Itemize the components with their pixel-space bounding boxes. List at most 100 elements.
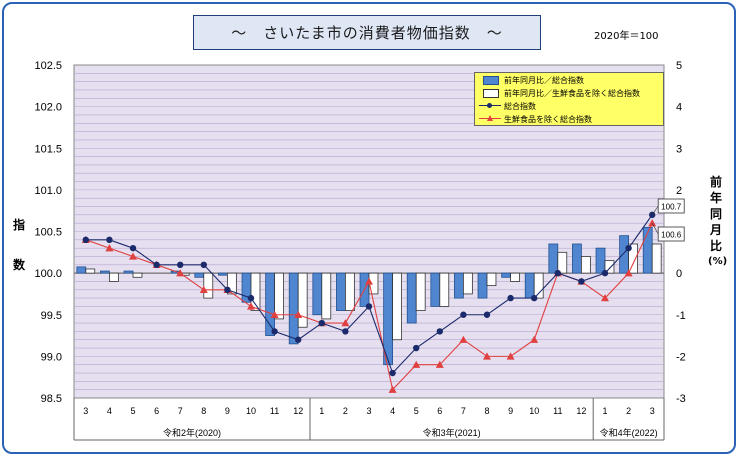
bar-core-yoy [604,260,615,274]
core-index-point [199,285,208,293]
legend-label: 総合指数 [504,101,536,111]
x-tick-label: 11 [270,406,279,416]
bar-total-yoy [501,272,511,278]
legend-item-core-index: 生鮮食品を除く総合指数 [475,113,592,125]
bar-core-yoy [486,272,497,287]
left-tick-label: 99.0 [41,351,62,363]
x-tick-label: 4 [107,406,112,416]
legend-label: 前年同月比／生鮮食品を除く総合指数 [504,88,640,98]
data-label: 100.7 [661,203,682,212]
total-index-point [483,311,491,318]
base-year-note: 2020年＝100 [594,31,659,42]
right-tick-label: -1 [676,310,686,322]
x-tick-label: 6 [154,406,159,416]
bar-total-yoy [642,226,653,274]
total-index-point [507,294,514,302]
right-tick-label: -3 [676,393,686,405]
total-index-point [129,244,137,252]
total-index-point [342,328,349,335]
legend-line-dot-swatch [479,100,501,112]
bar-total-yoy [194,272,205,278]
core-index-point [294,310,303,318]
group-label: 令和3年(2021) [423,427,481,438]
core-index-point [247,302,255,310]
total-index-point [578,278,585,285]
x-tick-label: 2 [343,406,348,416]
core-index-point [176,269,185,277]
bar-core-yoy [297,272,308,328]
legend-bar-white-swatch [479,87,501,99]
bar-core-yoy [250,272,261,311]
x-tick-label: 3 [366,406,371,416]
data-label: 100.6 [661,231,682,240]
total-index-point [625,244,632,252]
total-index-point [247,294,255,302]
right-axis-label-char: 同 [709,207,722,221]
legend-item-total-yoy: 前年同月比／総合指数 [475,74,584,86]
x-tick-label: 8 [484,406,489,416]
left-tick-label: 102.5 [34,60,62,72]
core-index-point [129,252,137,260]
legend-line-triangle-swatch [479,113,501,125]
left-tick-label: 102.0 [34,102,62,114]
core-index-point [624,269,633,277]
total-index-point [271,328,278,335]
core-index-point [105,244,114,252]
x-tick-label: 10 [246,406,256,416]
total-index-point [295,336,302,343]
legend-label: 前年同月比／総合指数 [504,75,584,85]
x-tick-label: 3 [83,406,88,416]
bar-core-yoy [439,272,450,307]
total-index-point [531,294,538,302]
chart-legend: 前年同月比／総合指数 前年同月比／生鮮食品を除く総合指数 総合指数 生鮮食品を除… [474,72,664,126]
bar-total-yoy [218,272,228,276]
core-index-point [270,310,279,318]
group-label: 令和4年(2022) [600,427,658,438]
x-tick-label: 6 [437,406,442,416]
total-index-point [554,269,561,277]
bar-core-yoy [392,272,402,341]
right-axis-label-char: 前 [709,175,722,189]
right-tick-label: 0 [676,268,682,280]
total-index-point [389,369,396,377]
x-tick-label: 11 [553,406,562,416]
core-index-point [483,352,491,360]
right-axis-label-char: 年 [709,191,722,205]
core-index-point [388,385,397,393]
x-tick-label: 1 [319,406,324,416]
total-index-point [106,236,113,244]
bar-total-yoy [406,272,417,324]
bar-total-yoy [595,247,606,274]
data-label-leader [651,223,659,235]
total-index-point [200,261,207,268]
left-tick-label: 101.5 [34,143,62,155]
bar-total-yoy [430,272,441,307]
left-tick-label: 100.5 [34,227,62,239]
right-axis-label-char: (%) [708,256,728,267]
bar-total-yoy [572,243,582,274]
bar-core-yoy [321,272,332,320]
right-tick-label: 2 [676,185,682,197]
total-index-point [365,303,373,310]
total-index-point [413,344,420,352]
legend-item-total-index: 総合指数 [475,100,536,112]
bar-core-yoy [557,251,568,274]
bar-total-yoy [312,272,323,316]
total-index-point [153,261,160,268]
left-tick-label: 101.0 [34,185,62,197]
x-tick-label: 9 [508,406,513,416]
left-axis-label: 指数 [13,218,26,272]
bar-total-yoy [619,235,630,274]
core-index-point [412,360,421,368]
x-tick-label: 1 [602,406,607,416]
total-index-point [601,269,609,277]
left-tick-label: 100.0 [34,268,62,280]
right-tick-label: 3 [676,143,682,155]
bar-total-yoy [123,270,134,274]
bar-total-yoy [288,272,299,345]
total-index-point [224,286,231,293]
bar-total-yoy [454,272,464,299]
core-index-point [506,352,515,360]
x-tick-label: 12 [293,406,303,416]
